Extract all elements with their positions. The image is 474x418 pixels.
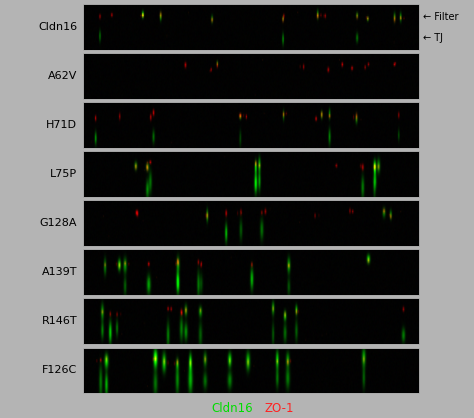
- Text: ZO-1: ZO-1: [265, 402, 294, 415]
- Text: R146T: R146T: [42, 316, 77, 326]
- Text: A62V: A62V: [48, 71, 77, 81]
- Text: Cldn16: Cldn16: [38, 22, 77, 32]
- Text: Cldn16: Cldn16: [211, 402, 253, 415]
- Text: H71D: H71D: [46, 120, 77, 130]
- Text: ← Filter: ← Filter: [423, 12, 459, 22]
- Text: A139T: A139T: [42, 267, 77, 277]
- Text: L75P: L75P: [50, 169, 77, 179]
- Text: G128A: G128A: [40, 218, 77, 228]
- Text: F126C: F126C: [42, 365, 77, 375]
- Text: ← TJ: ← TJ: [423, 33, 443, 43]
